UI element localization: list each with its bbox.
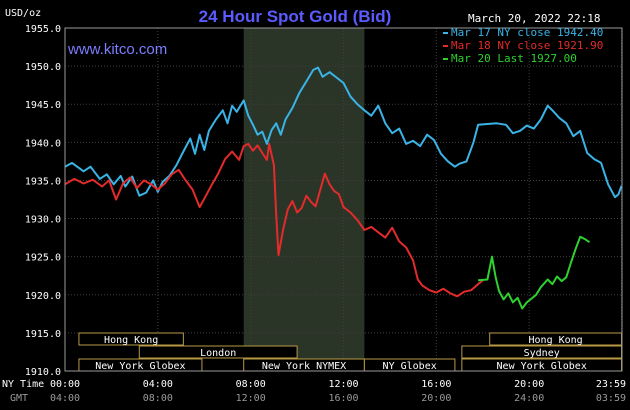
- x-tick-label-gmt: 12:00: [236, 393, 266, 404]
- y-unit-label: USD/oz: [5, 8, 41, 19]
- y-tick-label: 1950.0: [25, 62, 61, 73]
- legend-swatch: [443, 45, 448, 47]
- x-tick-label-ny: 12:00: [328, 379, 358, 390]
- x-tick-label-ny: 08:00: [236, 379, 266, 390]
- market-session-label: Hong Kong: [104, 335, 158, 346]
- plot-border: [64, 27, 623, 372]
- legend-entry: Mar 18 NY close 1921.90: [451, 39, 603, 52]
- x-tick-label-ny: 04:00: [143, 379, 173, 390]
- legend-swatch: [443, 58, 448, 60]
- y-tick-label: 1910.0: [25, 367, 61, 378]
- legend-entry: Mar 17 NY close 1942.40: [451, 26, 603, 39]
- x-tick-label-gmt: 24:00: [514, 393, 544, 404]
- timestamp: March 20, 2022 22:18: [468, 12, 600, 25]
- chart-title: 24 Hour Spot Gold (Bid): [199, 7, 392, 26]
- market-session-label: Sydney: [524, 348, 560, 359]
- y-tick-label: 1945.0: [25, 100, 61, 111]
- market-session-label: Hong Kong: [529, 335, 583, 346]
- series-line-1: [64, 66, 623, 199]
- y-tick-label: 1930.0: [25, 215, 61, 226]
- y-tick-label: 1920.0: [25, 291, 61, 302]
- market-session-label: NY Globex: [383, 361, 437, 372]
- x-axis-ticks: 00:00 04:00 04:00 08:00 08:00 12:00 12:00 16:00…: [50, 379, 626, 404]
- series-line-2: [64, 142, 484, 298]
- market-session-label: London: [200, 348, 236, 359]
- legend-entry: Mar 20 Last 1927.00: [451, 52, 577, 65]
- y-tick-label: 1925.0: [25, 253, 61, 264]
- series-lines: [64, 66, 623, 310]
- x-tick-label-ny: 20:00: [514, 379, 544, 390]
- y-axis-ticks: 1955.0 1950.0 1945.0 1940.0 1935.0 1930.0 1925…: [25, 24, 61, 378]
- x-tick-label-ny: 16:00: [421, 379, 451, 390]
- x-axis-ny-time-label: NY Time: [2, 379, 44, 390]
- x-tick-label-gmt: 04:00: [50, 393, 80, 404]
- market-session-label: New York NYMEX: [262, 361, 346, 372]
- legend-swatch: [443, 32, 448, 34]
- x-tick-label-gmt: 20:00: [421, 393, 451, 404]
- market-session-label: New York Globex: [95, 361, 185, 372]
- series-line-3: [478, 235, 591, 310]
- market-session-bar: [78, 332, 184, 346]
- watermark-url: www.kitco.com: [67, 41, 167, 58]
- market-session-bar: [138, 345, 298, 359]
- x-tick-label-ny: 23:59: [596, 379, 626, 390]
- x-tick-label-ny: 00:00: [50, 379, 80, 390]
- market-session-bars: Hong Kong London New York Globex New York N…: [78, 332, 623, 372]
- x-tick-label-gmt: 03:59: [596, 393, 626, 404]
- y-tick-label: 1915.0: [25, 329, 61, 340]
- x-axis-gmt-label: GMT: [10, 393, 28, 404]
- x-tick-label-gmt: 16:00: [328, 393, 358, 404]
- y-tick-label: 1955.0: [25, 24, 61, 35]
- market-session-label: New York Globex: [497, 361, 587, 372]
- y-tick-label: 1940.0: [25, 138, 61, 149]
- y-tick-label: 1935.0: [25, 176, 61, 187]
- x-tick-label-gmt: 08:00: [143, 393, 173, 404]
